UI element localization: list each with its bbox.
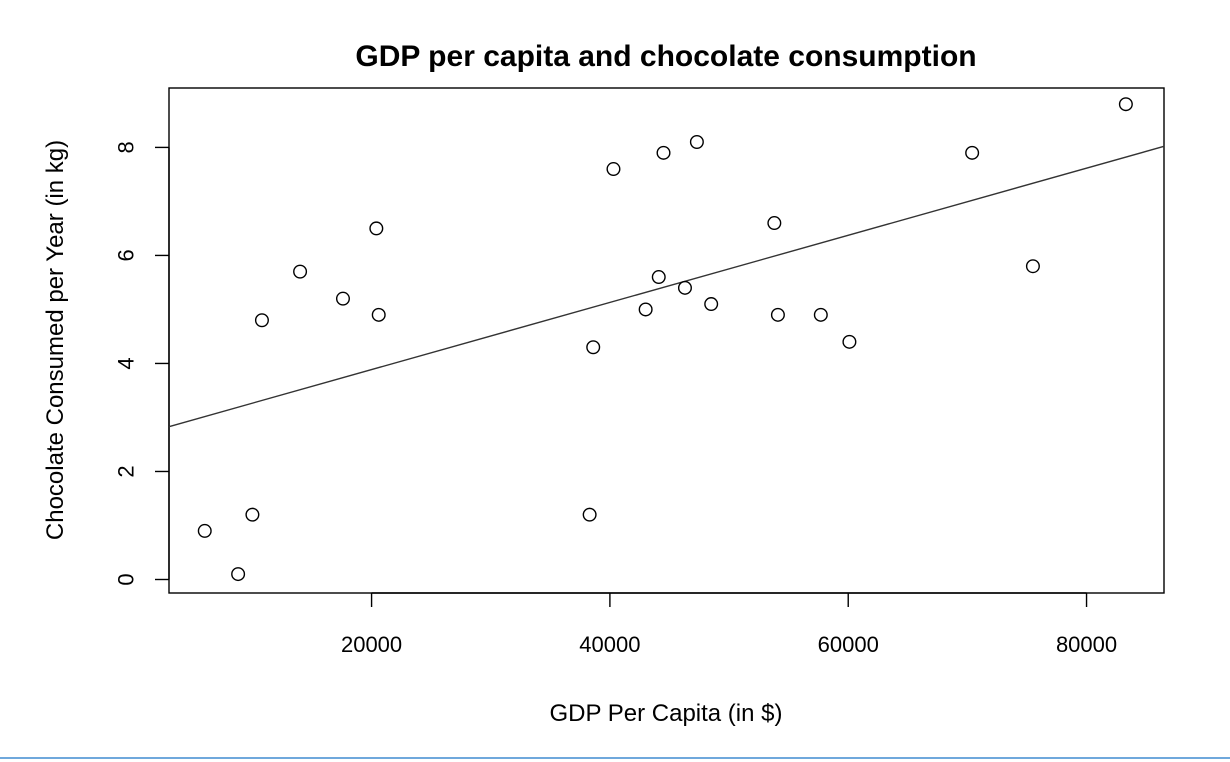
x-tick-label: 20000: [341, 632, 402, 657]
y-axis-label: Chocolate Consumed per Year (in kg): [42, 140, 69, 540]
data-point: [582, 507, 597, 522]
trend-line: [168, 145, 1165, 428]
x-tick-label: 80000: [1056, 632, 1117, 657]
data-point: [651, 270, 666, 285]
data-point: [369, 221, 384, 236]
data-point: [704, 297, 719, 312]
data-point: [371, 307, 386, 322]
data-point: [606, 162, 621, 177]
data-point: [677, 280, 692, 295]
data-point: [767, 216, 782, 231]
y-tick-label: 6: [114, 249, 139, 261]
plot-frame: [168, 87, 1165, 594]
data-point: [254, 313, 269, 328]
data-point: [1025, 259, 1040, 274]
data-point: [689, 135, 704, 150]
chart-title: GDP per capita and chocolate consumption: [355, 40, 976, 73]
y-tick-label: 4: [114, 357, 139, 369]
data-point: [586, 340, 601, 355]
data-point: [965, 145, 980, 160]
bottom-divider: [0, 757, 1230, 759]
y-tick-label: 2: [114, 465, 139, 477]
data-point: [813, 307, 828, 322]
data-point: [770, 307, 785, 322]
data-point: [293, 264, 308, 279]
data-point: [638, 302, 653, 317]
data-point: [656, 145, 671, 160]
x-tick-label: 60000: [818, 632, 879, 657]
data-point: [197, 523, 212, 538]
x-tick-label: 40000: [579, 632, 640, 657]
y-tick-label: 8: [114, 141, 139, 153]
x-axis-label: GDP Per Capita (in $): [550, 700, 783, 727]
x-axis: 20000 40000 60000 80000: [341, 592, 1117, 657]
data-point: [842, 334, 857, 349]
data-point: [231, 567, 246, 582]
data-point: [1118, 97, 1133, 112]
y-tick-label: 0: [114, 573, 139, 585]
y-axis: 0 2 4 6 8: [114, 141, 170, 586]
data-point: [245, 507, 260, 522]
data-points: [197, 97, 1133, 582]
data-point: [335, 291, 350, 306]
